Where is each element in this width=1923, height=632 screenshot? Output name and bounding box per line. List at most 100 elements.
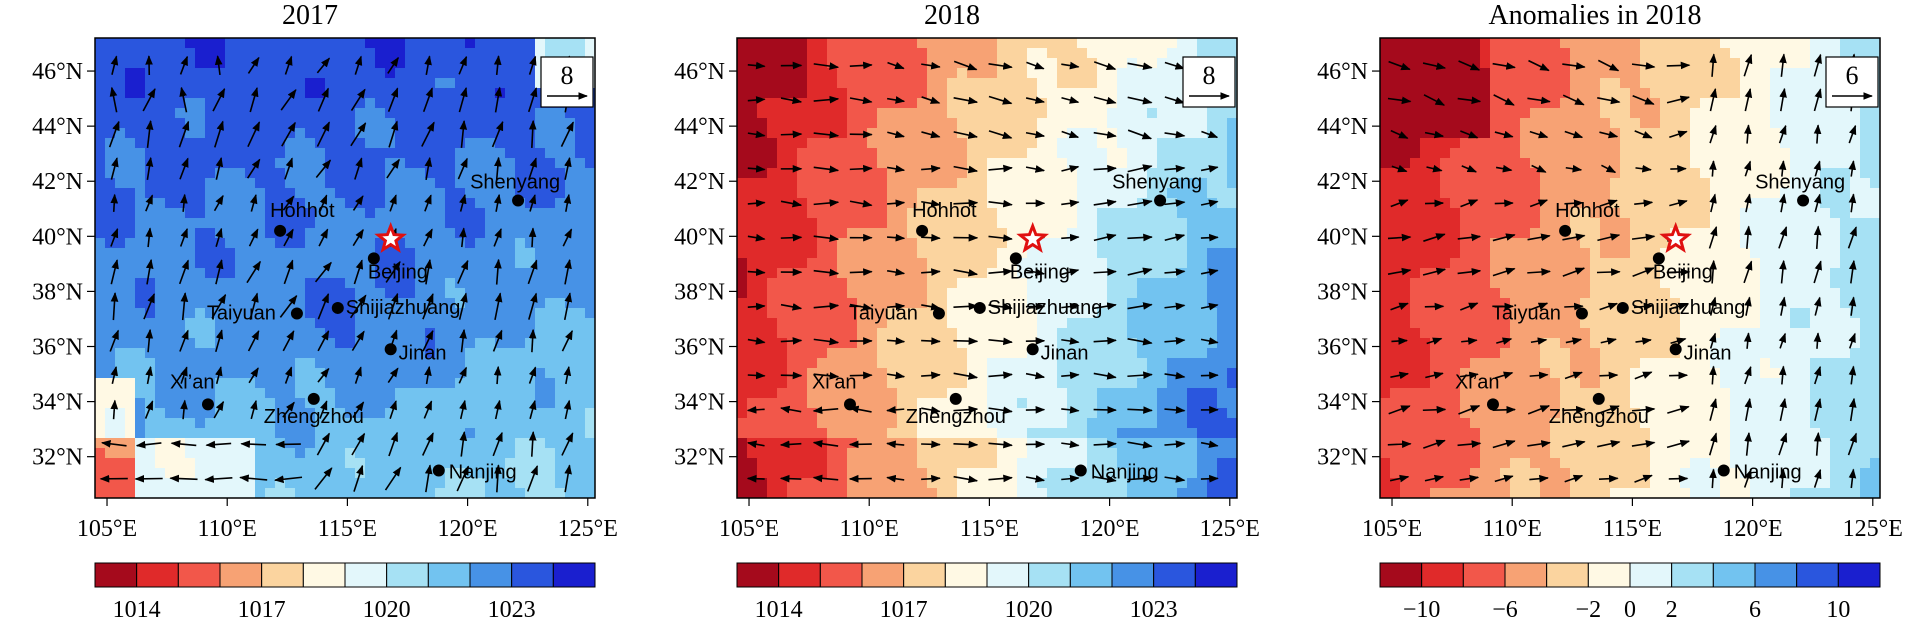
city-label: Xi’an xyxy=(1455,371,1499,393)
colorbar-swatch xyxy=(904,563,946,587)
lat-tick-label: 42°N xyxy=(1317,169,1368,195)
colorbar-swatch xyxy=(1755,563,1797,587)
city-marker xyxy=(1670,343,1682,355)
city-marker xyxy=(1075,464,1087,476)
wind-arrow xyxy=(1201,375,1218,376)
colorbar-swatch xyxy=(1422,563,1464,587)
wind-arrow xyxy=(850,168,872,169)
wind-arrow xyxy=(1201,237,1218,238)
lon-tick-label: 125°E xyxy=(1200,516,1260,542)
colorbar-swatch xyxy=(95,563,137,587)
colorbar-swatch xyxy=(512,563,554,587)
lat-tick-label: 42°N xyxy=(674,169,725,195)
city-marker xyxy=(1718,464,1730,476)
colorbar-swatch xyxy=(1672,563,1714,587)
colorbar-swatch xyxy=(553,563,595,587)
colorbar-swatch xyxy=(470,563,512,587)
wind-arrow xyxy=(1667,65,1690,66)
lon-tick-label: 105°E xyxy=(77,516,137,542)
colorbar-swatch xyxy=(1838,563,1880,587)
city-marker xyxy=(512,195,524,207)
city-marker xyxy=(1576,307,1588,319)
colorbar-label: 1014 xyxy=(755,597,803,623)
colorbar-swatch xyxy=(987,563,1029,587)
colorbar-swatch xyxy=(945,563,987,587)
reference-vector: 6 xyxy=(1826,57,1878,107)
wind-arrow xyxy=(1094,410,1116,411)
reference-vector-label: 8 xyxy=(1203,61,1216,90)
panel-title: 2018 xyxy=(642,0,1262,32)
lon-tick-label: 110°E xyxy=(1483,516,1542,542)
lon-tick-label: 120°E xyxy=(1079,516,1139,542)
city-label: Hohhot xyxy=(1555,200,1620,222)
lat-tick-label: 44°N xyxy=(674,114,725,140)
colorbar-swatch xyxy=(262,563,304,587)
lat-tick-label: 46°N xyxy=(1317,59,1368,85)
city-marker xyxy=(916,225,928,237)
wind-arrow xyxy=(114,195,115,212)
lat-tick-label: 38°N xyxy=(674,279,725,305)
colorbar-swatch xyxy=(1154,563,1196,587)
city-label: Taiyuan xyxy=(1492,302,1561,324)
city-label: Shijiazhuang xyxy=(346,297,461,319)
wind-arrow xyxy=(1599,375,1617,376)
wind-arrow xyxy=(532,228,533,247)
wind-arrow xyxy=(781,134,802,135)
colorbar-swatch xyxy=(1463,563,1505,587)
lat-tick-label: 46°N xyxy=(674,59,725,85)
lon-tick-label: 110°E xyxy=(198,516,257,542)
city-marker xyxy=(291,307,303,319)
colorbar-swatch xyxy=(1797,563,1839,587)
city-marker xyxy=(1027,343,1039,355)
city-label: Shenyang xyxy=(1755,172,1845,194)
colorbar-swatch xyxy=(1380,563,1422,587)
colorbar-label: 2 xyxy=(1666,597,1678,623)
colorbar-label: 1014 xyxy=(113,597,161,623)
wind-arrow xyxy=(953,341,977,342)
lon-tick-label: 110°E xyxy=(840,516,899,542)
colorbar-label: −6 xyxy=(1492,597,1518,623)
colorbar-swatch xyxy=(820,563,862,587)
wind-arrow xyxy=(921,444,940,445)
lat-tick-label: 32°N xyxy=(674,445,725,471)
city-marker xyxy=(433,464,445,476)
wind-arrow xyxy=(1495,203,1513,204)
city-label: Zhengzhou xyxy=(264,406,364,428)
lat-tick-label: 44°N xyxy=(1317,114,1368,140)
city-label: Xi’an xyxy=(812,371,856,393)
lon-tick-label: 120°E xyxy=(1722,516,1782,542)
reference-vector: 8 xyxy=(541,57,593,107)
city-marker xyxy=(1559,225,1571,237)
lon-tick-label: 115°E xyxy=(960,516,1019,542)
lon-tick-label: 105°E xyxy=(1362,516,1422,542)
colorbar-swatch xyxy=(1588,563,1630,587)
wind-arrow xyxy=(1599,478,1618,479)
city-label: Nanjing xyxy=(449,461,517,483)
wind-arrow xyxy=(781,340,802,341)
city-marker xyxy=(308,393,320,405)
reference-vector-label: 8 xyxy=(561,61,574,90)
city-marker xyxy=(933,307,945,319)
city-marker xyxy=(1154,195,1166,207)
city-label: Nanjing xyxy=(1734,461,1802,483)
colorbar-swatch xyxy=(137,563,179,587)
city-label: Jinan xyxy=(399,342,447,364)
city-marker xyxy=(385,343,397,355)
pressure-field xyxy=(737,38,1238,499)
wind-arrow xyxy=(748,478,765,479)
wind-arrow xyxy=(781,478,802,479)
lon-tick-label: 115°E xyxy=(318,516,377,542)
colorbar-label: 1020 xyxy=(363,597,411,623)
wind-arrow xyxy=(921,341,940,342)
colorbar-label: 1023 xyxy=(488,597,536,623)
lat-tick-label: 40°N xyxy=(32,224,83,250)
lat-tick-label: 40°N xyxy=(1317,224,1368,250)
colorbar-swatch xyxy=(1112,563,1154,587)
colorbar-swatch xyxy=(779,563,821,587)
